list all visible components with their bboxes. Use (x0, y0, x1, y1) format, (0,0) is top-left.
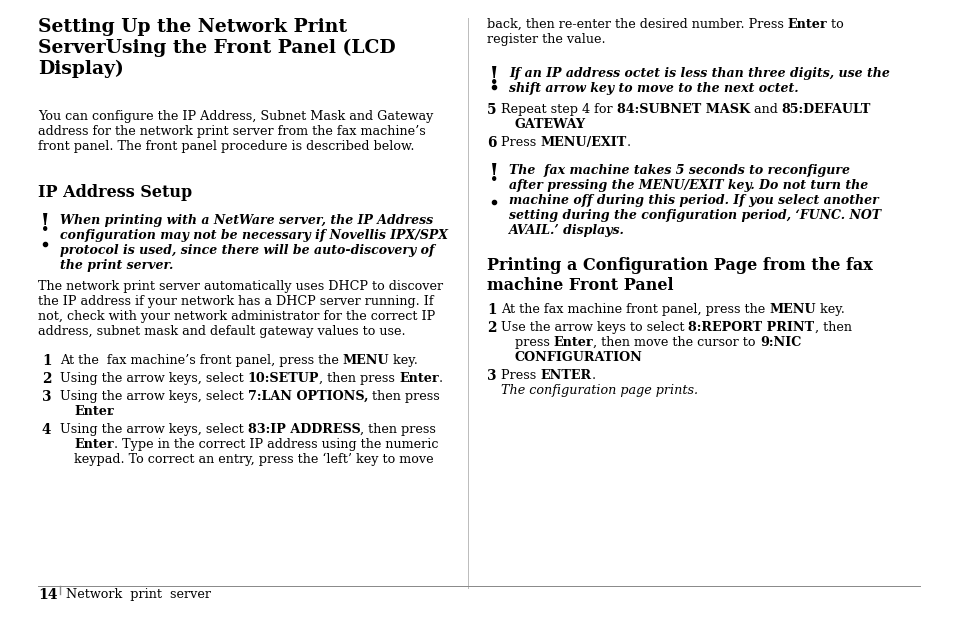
Text: Printing a Configuration Page from the fax
machine Front Panel: Printing a Configuration Page from the f… (486, 257, 872, 294)
Text: setting during the configuration period, ‘FUNC. NOT: setting during the configuration period,… (509, 209, 880, 222)
Text: At the fax machine front panel, press the: At the fax machine front panel, press th… (500, 303, 768, 316)
Text: 2: 2 (42, 372, 51, 386)
Text: !: ! (489, 162, 498, 186)
Text: machine off during this period. If you select another: machine off during this period. If you s… (509, 194, 878, 207)
Text: protocol is used, since there will be auto-discovery of: protocol is used, since there will be au… (60, 244, 434, 257)
Text: 1: 1 (42, 354, 51, 368)
Text: .: . (591, 369, 595, 382)
Text: , then press: , then press (360, 423, 436, 436)
Text: register the value.: register the value. (486, 33, 605, 46)
Text: ENTER: ENTER (539, 369, 591, 382)
Text: The  fax machine takes 5 seconds to reconfigure: The fax machine takes 5 seconds to recon… (509, 164, 849, 177)
Text: 8:REPORT PRINT: 8:REPORT PRINT (688, 321, 814, 334)
Text: key.: key. (389, 354, 418, 367)
Text: , then: , then (814, 321, 851, 334)
Text: MENU: MENU (342, 354, 389, 367)
Text: 3: 3 (42, 390, 51, 404)
Text: keypad. To correct an entry, press the ‘left’ key to move: keypad. To correct an entry, press the ‘… (74, 453, 434, 466)
Text: .: . (615, 351, 618, 364)
Text: . Type in the correct IP address using the numeric: . Type in the correct IP address using t… (113, 438, 437, 451)
Text: Enter: Enter (74, 438, 113, 451)
Text: Using the arrow keys, select: Using the arrow keys, select (60, 372, 248, 385)
Text: The configuration page prints.: The configuration page prints. (500, 384, 698, 397)
Text: .: . (577, 118, 580, 131)
Text: 3: 3 (486, 369, 496, 383)
Text: , then move the cursor to: , then move the cursor to (593, 336, 760, 349)
Text: Use the arrow keys to select: Use the arrow keys to select (500, 321, 688, 334)
Text: Network  print  server: Network print server (66, 588, 211, 601)
Text: You can configure the IP Address, Subnet Mask and Gateway
address for the networ: You can configure the IP Address, Subnet… (38, 110, 433, 153)
Text: shift arrow key to move to the next octet.: shift arrow key to move to the next octe… (509, 82, 798, 95)
Text: .: . (438, 372, 442, 385)
Text: GATEWAY: GATEWAY (515, 118, 585, 131)
Text: Press: Press (500, 136, 539, 149)
Text: press: press (515, 336, 554, 349)
Text: !: ! (40, 212, 51, 236)
Text: 5: 5 (486, 103, 496, 117)
Text: back, then re-enter the desired number. Press: back, then re-enter the desired number. … (486, 18, 787, 31)
Text: 6: 6 (486, 136, 496, 150)
Text: to: to (826, 18, 843, 31)
Text: .: . (626, 136, 630, 149)
Text: the print server.: the print server. (60, 259, 173, 272)
Text: , then press: , then press (319, 372, 398, 385)
Text: Enter: Enter (787, 18, 826, 31)
Text: and: and (749, 103, 781, 116)
Text: The network print server automatically uses DHCP to discover
the IP address if y: The network print server automatically u… (38, 280, 442, 338)
Text: Enter: Enter (74, 405, 113, 418)
Text: 7:LAN OPTIONS,: 7:LAN OPTIONS, (248, 390, 368, 403)
Text: MENU: MENU (768, 303, 815, 316)
Text: If an IP address octet is less than three digits, use the: If an IP address octet is less than thre… (509, 67, 889, 80)
Text: 4: 4 (42, 423, 51, 437)
Text: Enter: Enter (554, 336, 593, 349)
Text: 1: 1 (486, 303, 496, 317)
Text: 84:SUBNET MASK: 84:SUBNET MASK (616, 103, 749, 116)
Text: When printing with a NetWare server, the IP Address: When printing with a NetWare server, the… (60, 214, 433, 227)
Text: IP Address Setup: IP Address Setup (38, 184, 192, 201)
Text: after pressing the MENU/EXIT key. Do not turn the: after pressing the MENU/EXIT key. Do not… (509, 179, 867, 192)
Text: CONFIGURATION: CONFIGURATION (515, 351, 642, 364)
Text: MENU/EXIT: MENU/EXIT (539, 136, 626, 149)
Text: .: . (110, 405, 114, 418)
Text: 85:DEFAULT: 85:DEFAULT (781, 103, 870, 116)
Text: then press: then press (368, 390, 439, 403)
Text: 9:NIC: 9:NIC (760, 336, 801, 349)
Text: 10:SETUP: 10:SETUP (248, 372, 319, 385)
Text: AVAIL.’ displays.: AVAIL.’ displays. (509, 224, 624, 237)
Text: At the  fax machine’s front panel, press the: At the fax machine’s front panel, press … (60, 354, 342, 367)
Text: Press: Press (500, 369, 539, 382)
Text: 83:IP ADDRESS: 83:IP ADDRESS (248, 423, 360, 436)
Text: configuration may not be necessary if Novellis IPX/SPX: configuration may not be necessary if No… (60, 229, 448, 242)
Text: Using the arrow keys, select: Using the arrow keys, select (60, 423, 248, 436)
Text: Setting Up the Network Print
ServerUsing the Front Panel (LCD
Display): Setting Up the Network Print ServerUsing… (38, 18, 395, 78)
Text: Enter: Enter (398, 372, 438, 385)
Text: Repeat step 4 for: Repeat step 4 for (500, 103, 616, 116)
Text: !: ! (489, 65, 498, 89)
Text: key.: key. (815, 303, 843, 316)
Text: 14: 14 (38, 588, 57, 602)
Text: 2: 2 (486, 321, 496, 335)
Text: Using the arrow keys, select: Using the arrow keys, select (60, 390, 248, 403)
